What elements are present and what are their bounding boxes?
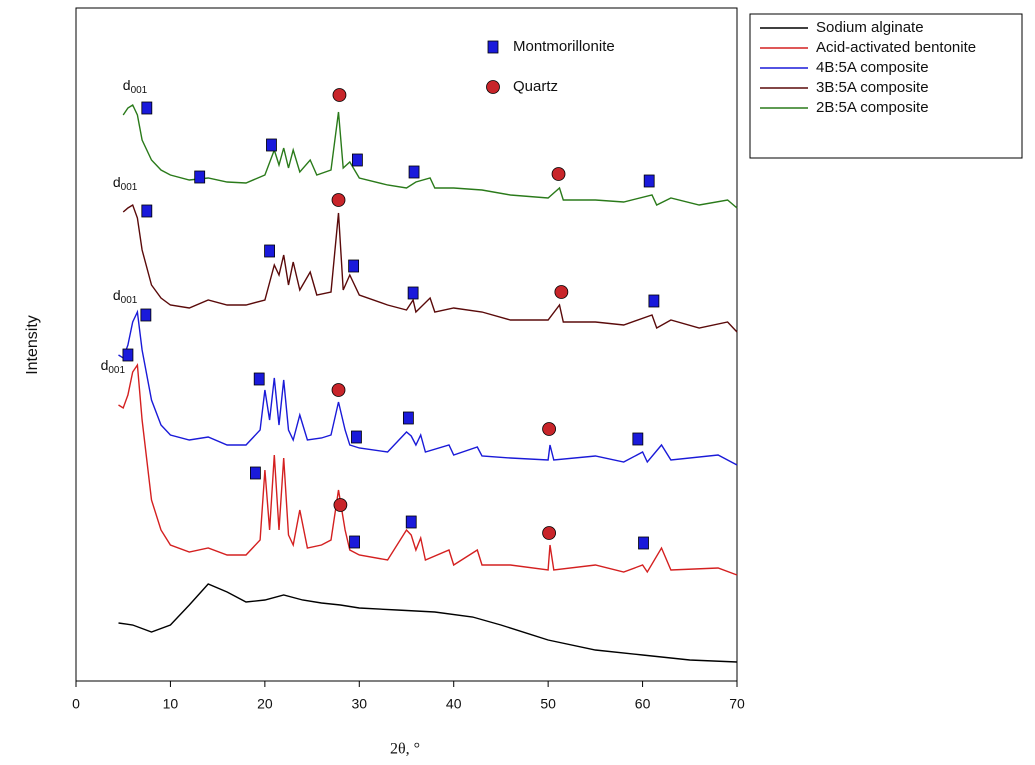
annotation-text: d <box>101 357 109 373</box>
marker-square <box>141 101 153 115</box>
series-line <box>118 362 738 576</box>
annotation-text: d <box>113 174 121 190</box>
series-line <box>122 103 738 209</box>
marker-square <box>487 40 499 54</box>
marker-square <box>253 372 265 386</box>
legend-label: 4B:5A composite <box>816 59 929 76</box>
marker-circle <box>542 422 556 436</box>
annotation-subscript: 001 <box>121 182 138 193</box>
annotation: d001 <box>113 174 138 193</box>
legend-label: Acid-activated bentonite <box>816 39 976 56</box>
marker-square <box>402 411 414 425</box>
marker-square <box>643 174 655 188</box>
marker-circle <box>554 285 569 299</box>
annotation: d001 <box>101 357 126 376</box>
marker-circle <box>542 526 556 540</box>
marker-square <box>638 536 649 550</box>
marker-circle <box>332 88 347 102</box>
legend-label: 3B:5A composite <box>816 79 929 96</box>
marker-square <box>405 515 417 529</box>
x-tick-label: 40 <box>446 696 462 712</box>
x-tick-label: 0 <box>72 696 80 712</box>
annotation: d001 <box>123 77 148 96</box>
plot-frame <box>75 7 738 682</box>
annotation: d001 <box>113 287 138 306</box>
marker-circle <box>551 167 566 181</box>
marker-square <box>250 466 261 480</box>
x-axis-label: 2θ, ° <box>390 741 420 758</box>
marker-square <box>264 244 275 258</box>
marker-circle <box>333 498 348 512</box>
marker-circle <box>486 80 500 94</box>
series-line <box>122 203 738 333</box>
annotation-subscript: 001 <box>108 365 125 376</box>
series-line <box>118 583 738 663</box>
annotation-text: d <box>113 287 121 303</box>
annotation-text: d <box>123 77 131 93</box>
marker-circle <box>331 383 346 397</box>
marker-square <box>351 153 363 167</box>
x-tick-label: 60 <box>635 696 651 712</box>
x-tick-label: 30 <box>351 696 367 712</box>
series-line <box>118 309 738 466</box>
x-tick-label: 70 <box>729 696 745 712</box>
marker-legend-label: Montmorillonite <box>513 38 615 55</box>
marker-circle <box>331 193 346 207</box>
marker-square <box>141 204 153 218</box>
x-tick-label: 50 <box>540 696 556 712</box>
legend-label: 2B:5A composite <box>816 99 929 116</box>
marker-square <box>122 348 134 362</box>
annotation-subscript: 001 <box>131 85 148 96</box>
marker-square <box>632 432 644 446</box>
marker-square <box>140 308 152 322</box>
marker-square <box>348 259 360 273</box>
marker-legend-label: Quartz <box>513 78 558 95</box>
marker-square <box>349 535 360 549</box>
marker-square <box>266 138 277 152</box>
annotation-subscript: 001 <box>121 295 138 306</box>
y-axis-label: Intensity <box>24 315 41 375</box>
legend-label: Sodium alginate <box>816 19 924 36</box>
marker-square <box>408 165 420 179</box>
marker-square <box>351 430 362 444</box>
marker-square <box>194 170 206 184</box>
marker-square <box>648 294 660 308</box>
x-tick-label: 20 <box>257 696 273 712</box>
x-tick-label: 10 <box>163 696 179 712</box>
legend-box <box>749 13 1023 159</box>
marker-square <box>407 286 419 300</box>
